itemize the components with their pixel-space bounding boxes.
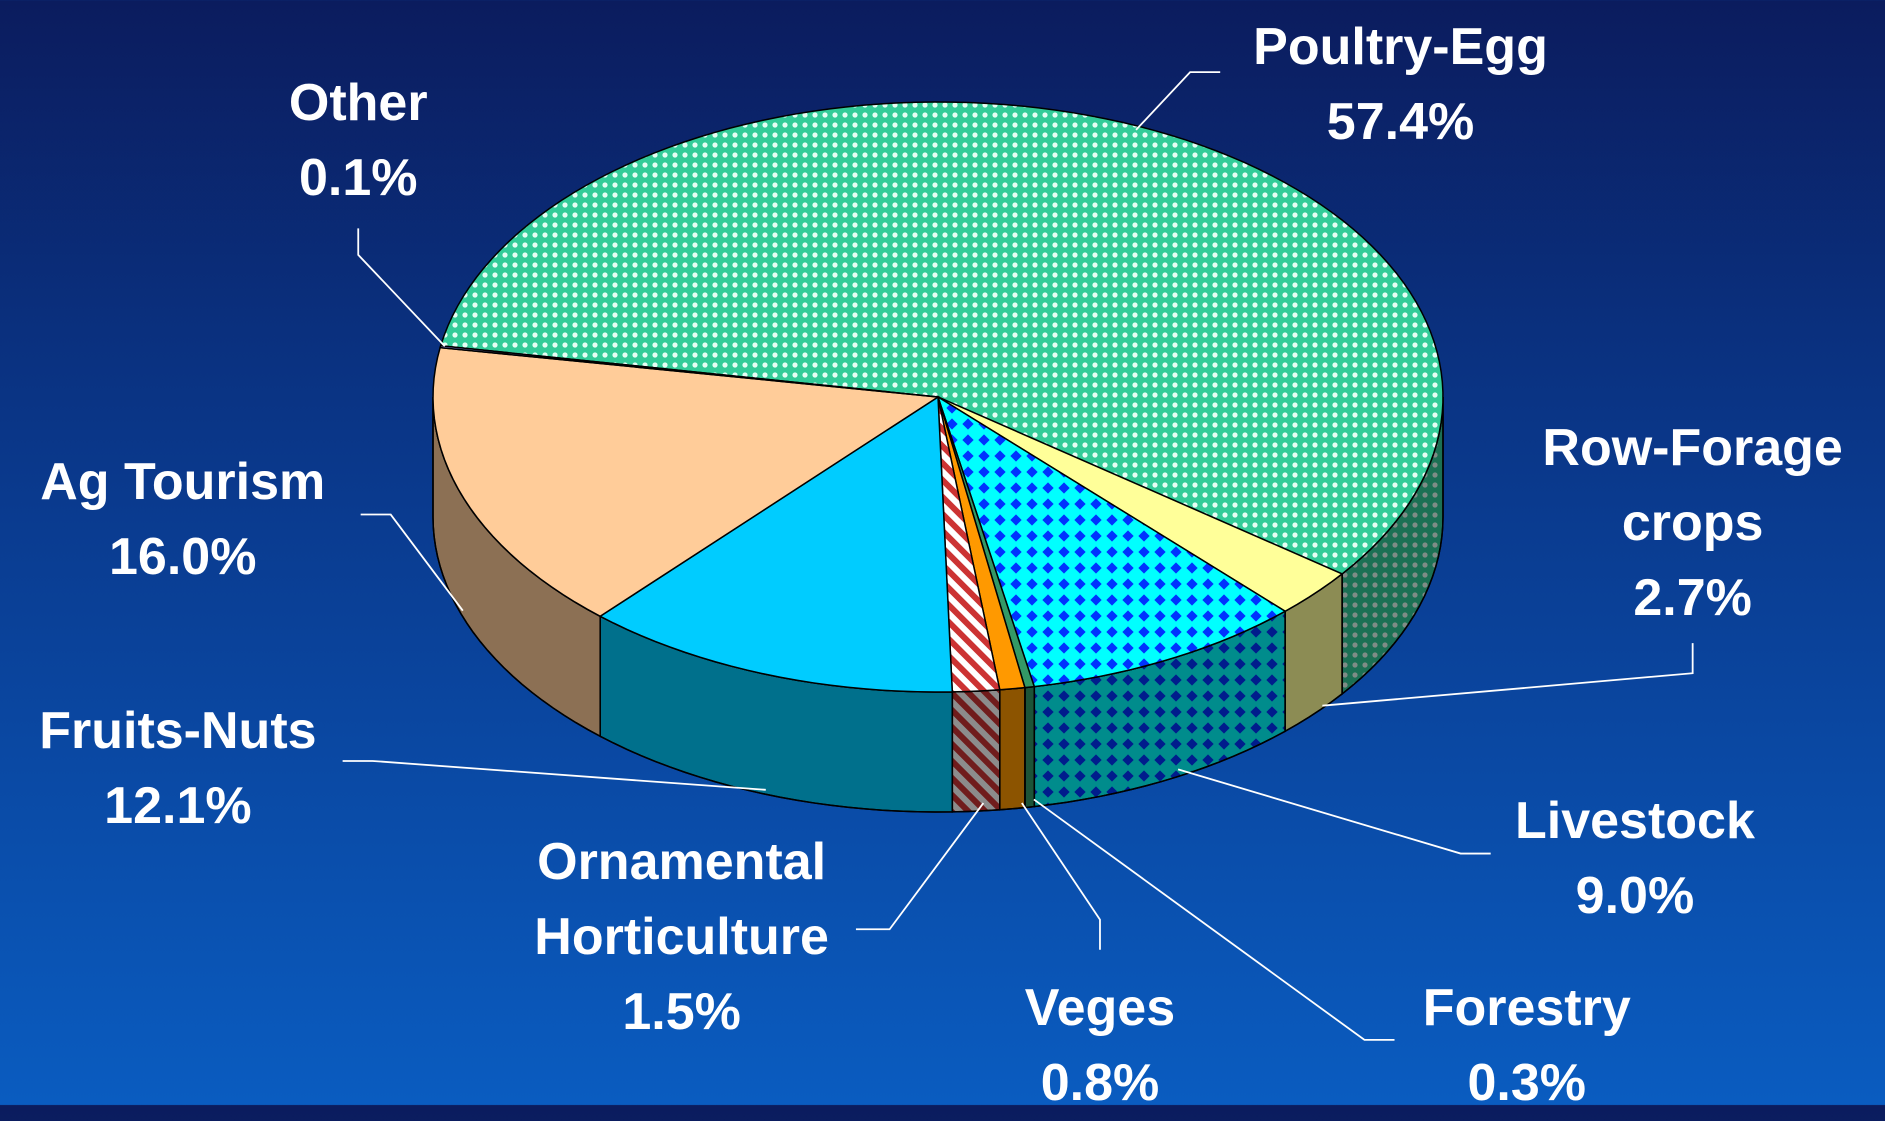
value-label: 12.1% xyxy=(104,776,252,835)
slice xyxy=(432,346,941,618)
leader-line xyxy=(342,760,766,791)
data-label: Ornamental Horticulture 1.5% xyxy=(492,825,872,1050)
category-label: Other xyxy=(288,74,428,133)
category-label: Ornamental Horticulture xyxy=(534,832,829,966)
category-label: Row-Forage crops xyxy=(1542,419,1843,553)
leader-line xyxy=(1021,802,1101,950)
value-label: 0.1% xyxy=(298,149,418,208)
category-label: Veges xyxy=(1024,979,1176,1038)
side-shade xyxy=(999,686,1026,811)
category-label: Ag Tourism xyxy=(40,452,326,511)
leader-line xyxy=(855,802,985,931)
slice xyxy=(936,395,1287,688)
data-label: Forestry 0.3% xyxy=(1327,971,1727,1121)
side-shade xyxy=(951,688,1001,813)
slice xyxy=(937,396,1344,613)
leader-line xyxy=(360,513,464,612)
category-label: Forestry xyxy=(1422,979,1631,1038)
value-label: 1.5% xyxy=(622,982,741,1041)
value-label: 0.8% xyxy=(1040,1054,1160,1113)
data-label: Livestock 9.0% xyxy=(1435,784,1835,934)
data-label: Other 0.1% xyxy=(158,66,558,216)
category-label: Livestock xyxy=(1514,791,1755,850)
value-label: 16.0% xyxy=(108,527,257,586)
value-label: 9.0% xyxy=(1575,866,1695,925)
leader-line xyxy=(1177,768,1491,855)
leader-line xyxy=(1322,643,1694,707)
data-label: Row-Forage crops 2.7% xyxy=(1528,411,1858,636)
category-label: Fruits-Nuts xyxy=(39,701,317,760)
value-label: 57.4% xyxy=(1326,92,1475,151)
value-label: 2.7% xyxy=(1633,569,1752,628)
leader-line xyxy=(357,228,446,347)
data-label: Ag Tourism 16.0% xyxy=(0,445,383,595)
slice xyxy=(598,395,954,693)
slice xyxy=(439,344,939,398)
data-label: Veges 0.8% xyxy=(900,971,1300,1121)
value-label: 0.3% xyxy=(1467,1054,1587,1113)
data-label: Poultry-Egg 57.4% xyxy=(1151,10,1651,160)
category-label: Poultry-Egg xyxy=(1253,17,1548,76)
leader-line xyxy=(1135,71,1221,131)
leader-line xyxy=(1033,798,1395,1041)
data-label: Fruits-Nuts 12.1% xyxy=(0,694,378,844)
side-shade xyxy=(1024,685,1036,809)
